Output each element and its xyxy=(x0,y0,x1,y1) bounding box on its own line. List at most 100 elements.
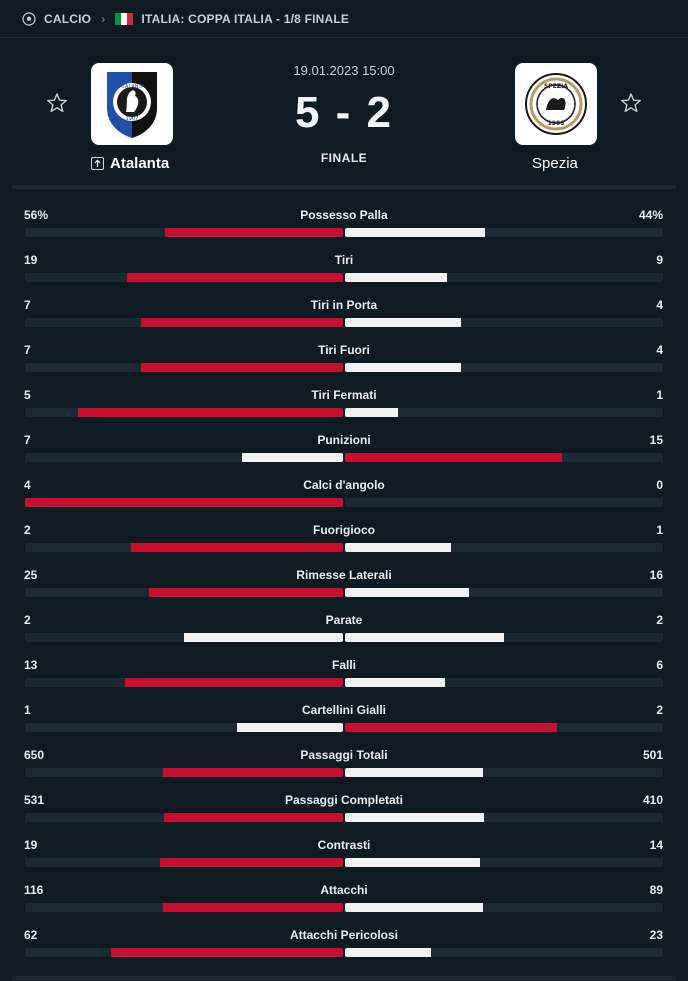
breadcrumb-sport[interactable]: CALCIO xyxy=(44,12,92,26)
stat-away-value: 501 xyxy=(642,748,663,762)
stat-bar-home-track xyxy=(25,318,343,327)
stat-bar-home-track xyxy=(25,498,343,507)
stat-bar-home-fill xyxy=(163,768,343,777)
match-datetime: 19.01.2023 15:00 xyxy=(293,63,395,78)
stat-bar xyxy=(25,273,663,282)
stat-away-value: 16 xyxy=(649,568,663,582)
star-outline-icon[interactable] xyxy=(620,92,642,114)
stat-name: Possesso Palla xyxy=(300,208,388,222)
home-team-name[interactable]: Atalanta xyxy=(110,155,170,172)
stat-name: Falli xyxy=(331,658,356,672)
stat-name: Tiri xyxy=(334,253,354,267)
header-bottom-rule xyxy=(12,185,676,189)
stat-away-value: 1 xyxy=(656,388,663,402)
stat-bar xyxy=(25,408,663,417)
stat-bar-away-track xyxy=(345,318,663,327)
stat-bar-away-fill xyxy=(345,363,461,372)
stat-bar-away-fill xyxy=(345,318,461,327)
stat-bar xyxy=(25,813,663,822)
stat-bar xyxy=(25,318,663,327)
stat-row: 1 Cartellini Gialli 2 xyxy=(0,700,688,745)
flag-stripe-white xyxy=(121,13,128,25)
stat-bar-away-track xyxy=(345,228,663,237)
stat-bar xyxy=(25,723,663,732)
stat-bar xyxy=(25,453,663,462)
away-team-name[interactable]: Spezia xyxy=(532,155,578,172)
stat-bar xyxy=(25,633,663,642)
stat-name: Punizioni xyxy=(317,433,371,447)
spezia-logo[interactable]: SPEZIA 1906 xyxy=(515,63,597,145)
stat-bar-away-fill xyxy=(345,858,480,867)
stat-bar-away-fill xyxy=(345,813,484,822)
stat-bar-away-track xyxy=(345,903,663,912)
stat-bar-home-track xyxy=(25,723,343,732)
stat-bar-home-fill xyxy=(111,948,343,957)
stat-row: 25 Rimesse Laterali 16 xyxy=(0,565,688,610)
stat-home-value: 1 xyxy=(24,703,31,717)
atalanta-logo[interactable]: ATALANTA 1907 xyxy=(91,63,173,145)
stat-bar xyxy=(25,498,663,507)
spezia-crest-icon: SPEZIA 1906 xyxy=(525,73,587,135)
stat-away-value: 2 xyxy=(656,613,663,627)
flag-stripe-green xyxy=(115,13,122,25)
stat-name: Passaggi Completati xyxy=(284,793,404,807)
stat-name: Contrasti xyxy=(317,838,371,852)
stat-away-value: 23 xyxy=(649,928,663,942)
stat-bar-home-fill xyxy=(163,813,343,822)
stat-away-value: 2 xyxy=(656,703,663,717)
stats-list: 56% Possesso Palla 44% 19 Tiri 9 7 Tiri in Port… xyxy=(0,205,688,970)
stat-home-value: 116 xyxy=(24,883,44,897)
stat-bar xyxy=(25,768,663,777)
stat-home-value: 13 xyxy=(24,658,38,672)
stat-bar-away-track xyxy=(345,723,663,732)
stat-bar-home-track xyxy=(25,633,343,642)
stat-row: 650 Passaggi Totali 501 xyxy=(0,745,688,790)
stat-bar-home-fill xyxy=(25,498,343,507)
star-outline-icon[interactable] xyxy=(46,92,68,114)
stat-bar-away-track xyxy=(345,408,663,417)
spezia-logo-text: SPEZIA xyxy=(544,83,568,90)
stat-bar-away-track xyxy=(345,948,663,957)
stat-bar-away-fill xyxy=(345,453,562,462)
stat-bar xyxy=(25,363,663,372)
stat-bar-home-track xyxy=(25,678,343,687)
atalanta-logo-text: ATALANTA xyxy=(119,84,145,90)
breadcrumb: CALCIO › ITALIA: COPPA ITALIA - 1/8 FINA… xyxy=(22,10,349,28)
stat-name: Calci d'angolo xyxy=(303,478,385,492)
stat-away-value: 4 xyxy=(656,298,663,312)
stat-away-value: 410 xyxy=(642,793,663,807)
stat-away-value: 14 xyxy=(649,838,663,852)
match-score: 5 - 2 xyxy=(294,88,394,137)
stat-home-value: 2 xyxy=(24,523,31,537)
stat-bar-home-fill xyxy=(237,723,343,732)
stat-row: 2 Fuorigioco 1 xyxy=(0,520,688,565)
stat-bar-away-track xyxy=(345,858,663,867)
stat-home-value: 56% xyxy=(24,208,49,222)
stat-home-value: 5 xyxy=(24,388,31,402)
stat-bar-home-track xyxy=(25,273,343,282)
home-team-name-wrap[interactable]: Atalanta xyxy=(91,155,169,172)
stat-home-value: 531 xyxy=(24,793,45,807)
stat-bar-home-fill xyxy=(163,903,343,912)
stat-bar-away-fill xyxy=(345,678,446,687)
stat-bar xyxy=(25,543,663,552)
stat-row: 56% Possesso Palla 44% xyxy=(0,205,688,250)
stat-name: Parate xyxy=(325,613,363,627)
stat-bar-away-track xyxy=(345,453,663,462)
stat-bar-away-fill xyxy=(345,543,451,552)
stat-row: 5 Tiri Fermati 1 xyxy=(0,385,688,430)
stat-row: 7 Tiri in Porta 4 xyxy=(0,295,688,340)
stat-bar-away-track xyxy=(345,363,663,372)
stat-away-value: 1 xyxy=(656,523,663,537)
italy-flag-icon xyxy=(115,13,134,25)
stat-bar-home-fill xyxy=(159,858,343,867)
stat-away-value: 89 xyxy=(649,883,663,897)
stat-bar-away-track xyxy=(345,678,663,687)
stat-bar-home-track xyxy=(25,453,343,462)
stat-bar-away-track xyxy=(345,633,663,642)
chevron-right-icon: › xyxy=(101,12,106,26)
stat-row: 13 Falli 6 xyxy=(0,655,688,700)
stat-bar-home-track xyxy=(25,858,343,867)
stat-bar-away-track xyxy=(345,588,663,597)
breadcrumb-competition[interactable]: ITALIA: COPPA ITALIA - 1/8 FINALE xyxy=(141,12,350,26)
